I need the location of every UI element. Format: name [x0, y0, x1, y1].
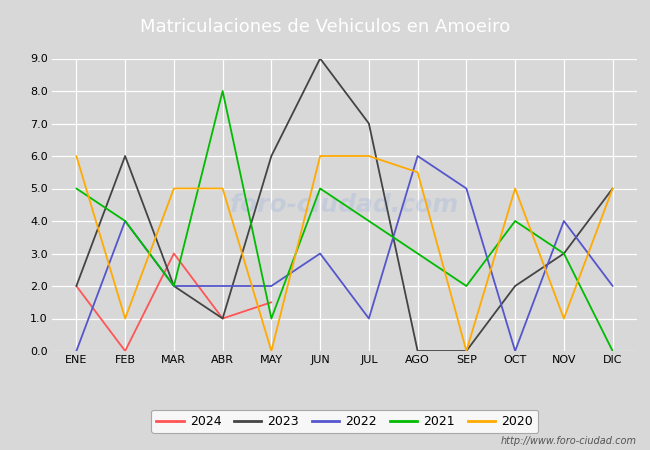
- Text: Matriculaciones de Vehiculos en Amoeiro: Matriculaciones de Vehiculos en Amoeiro: [140, 18, 510, 36]
- Text: http://www.foro-ciudad.com: http://www.foro-ciudad.com: [501, 436, 637, 446]
- Legend: 2024, 2023, 2022, 2021, 2020: 2024, 2023, 2022, 2021, 2020: [151, 410, 538, 433]
- Text: foro-ciudad.com: foro-ciudad.com: [230, 193, 459, 217]
